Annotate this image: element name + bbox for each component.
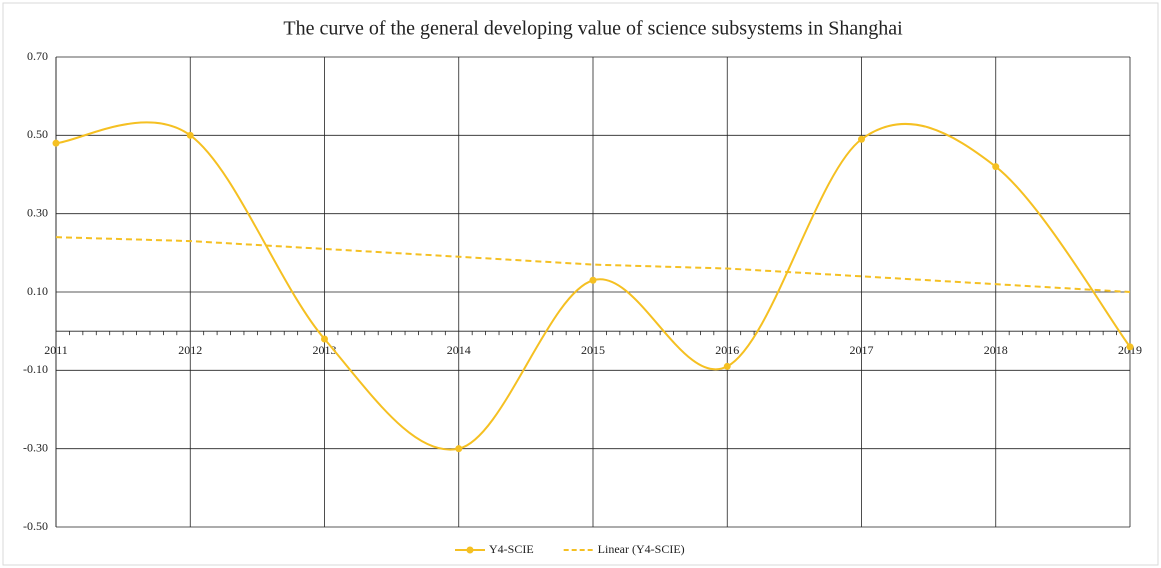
marker	[992, 163, 1000, 171]
y-tick-label: 0.70	[27, 49, 48, 63]
x-tick-label: 2016	[715, 343, 739, 357]
marker	[455, 445, 463, 453]
x-tick-label: 2018	[984, 343, 1008, 357]
x-tick-label: 2015	[581, 343, 605, 357]
chart-title: The curve of the general developing valu…	[283, 18, 903, 40]
marker	[186, 131, 194, 139]
legend-marker	[466, 546, 474, 554]
series-line	[55, 121, 1131, 451]
x-tick-label: 2017	[850, 343, 874, 357]
marker	[321, 335, 328, 343]
marker	[1126, 343, 1134, 351]
y-tick-label: 0.50	[27, 127, 48, 141]
y-tick-label: -0.30	[23, 440, 48, 454]
x-tick-label: 2014	[447, 343, 471, 357]
y-tick-label: -0.10	[23, 362, 48, 376]
marker	[589, 276, 597, 284]
legend-label: Y4-SCIE	[489, 542, 534, 556]
y-tick-label: 0.10	[27, 284, 48, 298]
legend-label: Linear (Y4-SCIE)	[598, 542, 685, 556]
marker	[52, 139, 60, 147]
marker	[858, 135, 865, 143]
y-tick-label: -0.50	[23, 519, 48, 533]
y-tick-label: 0.30	[27, 205, 48, 219]
marker	[723, 362, 731, 370]
x-tick-label: 2011	[44, 343, 68, 357]
x-tick-label: 2012	[178, 343, 202, 357]
